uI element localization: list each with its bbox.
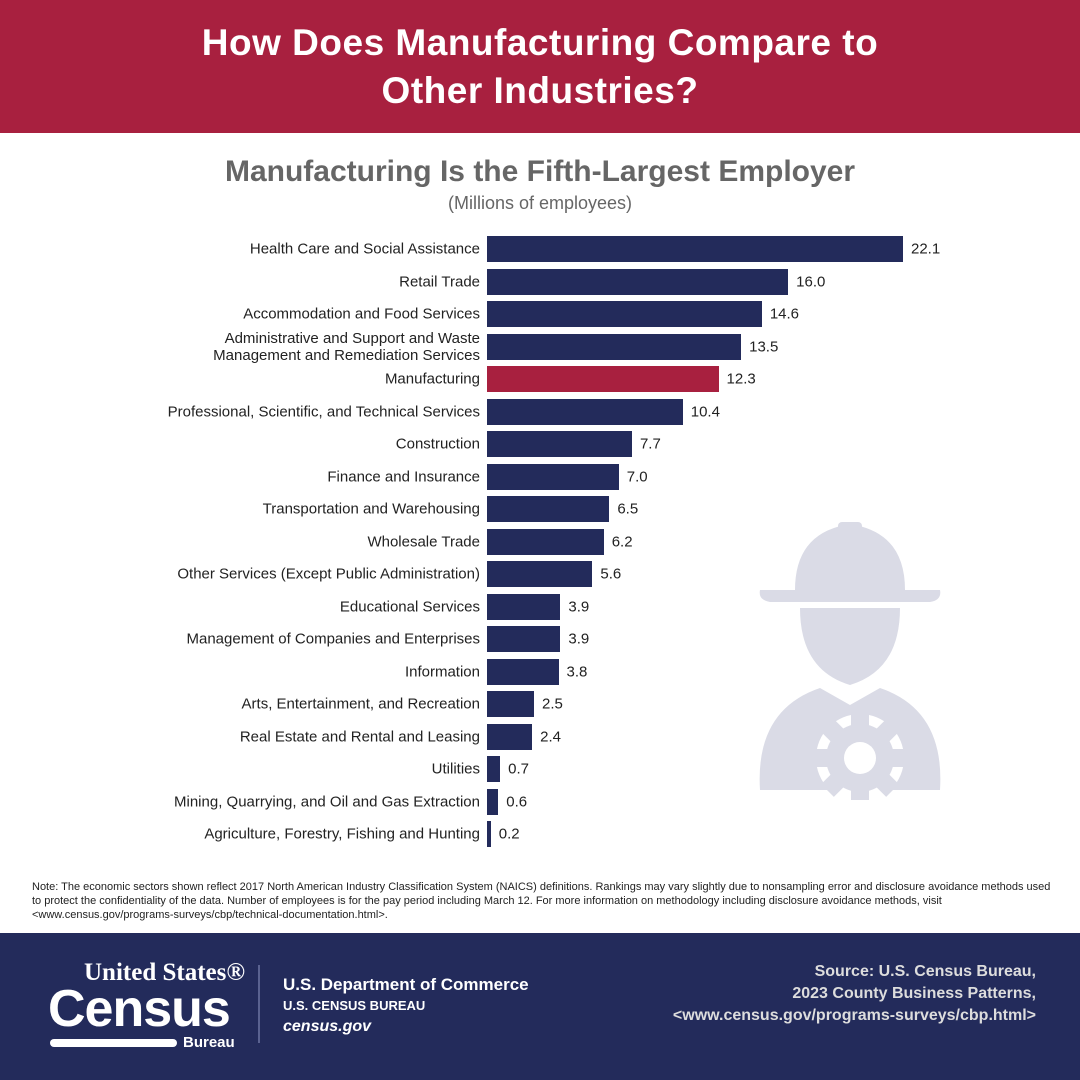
header-title: How Does Manufacturing Compare to Other … <box>201 21 879 111</box>
chart-row: Administrative and Support and Waste Man… <box>0 329 1080 364</box>
category-label: Management of Companies and Enterprises <box>186 630 481 648</box>
category-label: Manufacturing <box>384 370 480 388</box>
value-label: 7.7 <box>639 435 661 453</box>
chart-row: Educational Services 3.9 <box>0 591 1080 623</box>
footnote: Note: The economic sectors shown reflect… <box>32 881 1051 921</box>
source-line: 2023 County Business Patterns, <box>792 985 1036 1002</box>
bar <box>487 236 903 262</box>
value-label: 0.6 <box>506 793 528 810</box>
value-label: 3.8 <box>566 663 588 680</box>
chart-row: Real Estate and Rental and Leasing 2.4 <box>0 721 1080 753</box>
worker-gear-icon <box>759 522 941 800</box>
header-banner: How Does Manufacturing Compare to Other … <box>0 0 1080 133</box>
category-label: Health Care and Social Assistance <box>249 240 480 258</box>
value-label: 5.6 <box>600 565 622 583</box>
category-label: Administrative and Support and Waste Man… <box>213 329 480 364</box>
chart-row: Arts, Entertainment, and Recreation 2.5 <box>0 688 1080 720</box>
category-label: Other Services (Except Public Administra… <box>177 565 480 583</box>
bar <box>487 658 559 685</box>
value-label: 14.6 <box>769 305 800 323</box>
value-label: 16.0 <box>796 273 826 290</box>
logo-bottom: Bureau <box>183 1034 235 1051</box>
chart-subtitle: (Millions of employees) <box>447 193 633 213</box>
bar <box>487 431 632 457</box>
bar <box>487 723 533 750</box>
value-label: 10.4 <box>690 403 720 420</box>
chart-row: Retail Trade 16.0 <box>0 266 1080 298</box>
value-label: 13.5 <box>749 338 779 355</box>
bar-chart: Health Care and Social Assistance 22.1 Ret… <box>0 233 1080 850</box>
bar <box>487 691 535 717</box>
bar <box>487 788 499 815</box>
logo-underline <box>50 1039 177 1047</box>
department-name: U.S. Department of Commerce <box>283 975 529 994</box>
chart-row: Wholesale Trade 6.2 <box>0 526 1080 558</box>
chart-title: Manufacturing Is the Fifth-Largest Emplo… <box>224 155 856 188</box>
category-label: Retail Trade <box>399 273 480 290</box>
bar <box>487 333 742 360</box>
chart-row: Construction 7.7 <box>0 428 1080 460</box>
bar-highlighted <box>487 366 719 392</box>
bar <box>487 398 683 425</box>
value-label: 22.1 <box>911 240 941 258</box>
bar <box>487 463 619 490</box>
category-label: Arts, Entertainment, and Recreation <box>241 695 480 713</box>
chart-row: Mining, Quarrying, and Oil and Gas Extra… <box>0 786 1080 818</box>
value-label: 12.3 <box>726 370 756 388</box>
value-label: 2.4 <box>540 728 562 745</box>
bar <box>487 301 762 327</box>
category-label: Wholesale Trade <box>367 533 480 550</box>
chart-row: Other Services (Except Public Administra… <box>0 558 1080 590</box>
value-label: 6.5 <box>617 500 639 518</box>
value-label: 6.2 <box>611 533 633 550</box>
chart-row: Manufacturing 12.3 <box>0 363 1080 395</box>
chart-row: Health Care and Social Assistance 22.1 <box>0 233 1080 265</box>
footer-divider <box>258 965 260 1043</box>
source-line: Source: U.S. Census Bureau, <box>814 963 1036 980</box>
category-label: Professional, Scientific, and Technical … <box>167 403 480 420</box>
bar <box>487 528 604 555</box>
bar <box>487 268 789 295</box>
value-label: 0.2 <box>498 825 520 843</box>
category-label: Finance and Insurance <box>327 468 480 485</box>
chart-row: Management of Companies and Enterprises 3… <box>0 623 1080 655</box>
category-label: Educational Services <box>339 598 480 615</box>
chart-row: Utilities 0.7 <box>0 753 1080 785</box>
category-label: Utilities <box>431 760 480 778</box>
category-label: Transportation and Warehousing <box>262 500 480 518</box>
bar <box>487 821 491 847</box>
category-label: Accommodation and Food Services <box>243 305 480 323</box>
bar <box>487 593 561 620</box>
bar <box>487 496 610 522</box>
chart-row: Professional, Scientific, and Technical … <box>0 396 1080 428</box>
bar <box>487 756 501 782</box>
value-label: 3.9 <box>568 630 590 648</box>
value-label: 7.0 <box>626 468 648 485</box>
chart-row: Finance and Insurance 7.0 <box>0 461 1080 493</box>
bar <box>487 626 561 652</box>
source-text: Source: U.S. Census Bureau, 2023 County … <box>673 961 1036 1027</box>
source-line[interactable]: <www.census.gov/programs-surveys/cbp.htm… <box>672 1007 1036 1024</box>
census-logo[interactable]: United States® Census Bureau <box>48 959 246 1053</box>
category-label: Information <box>404 663 480 680</box>
bureau-name: U.S. CENSUS BUREAU <box>283 998 426 1013</box>
value-label: 3.9 <box>568 598 590 615</box>
category-label: Construction <box>395 435 480 453</box>
category-label: Agriculture, Forestry, Fishing and Hunti… <box>204 825 480 843</box>
value-label: 2.5 <box>542 695 563 713</box>
website-link[interactable]: census.gov <box>283 1018 372 1035</box>
chart-row: Transportation and Warehousing 6.5 <box>0 493 1080 525</box>
bar <box>487 561 593 587</box>
category-label: Mining, Quarrying, and Oil and Gas Extra… <box>174 793 480 810</box>
category-label: Real Estate and Rental and Leasing <box>239 728 480 745</box>
chart-row: Agriculture, Forestry, Fishing and Hunti… <box>0 818 1080 850</box>
footer: United States® Census Bureau U.S. Depart… <box>0 933 1080 1080</box>
logo-top: United States® <box>84 959 246 986</box>
chart-row: Information 3.8 <box>0 656 1080 688</box>
chart-row: Accommodation and Food Services 14.6 <box>0 298 1080 330</box>
logo-main: Census <box>48 980 231 1038</box>
value-label: 0.7 <box>508 760 530 778</box>
